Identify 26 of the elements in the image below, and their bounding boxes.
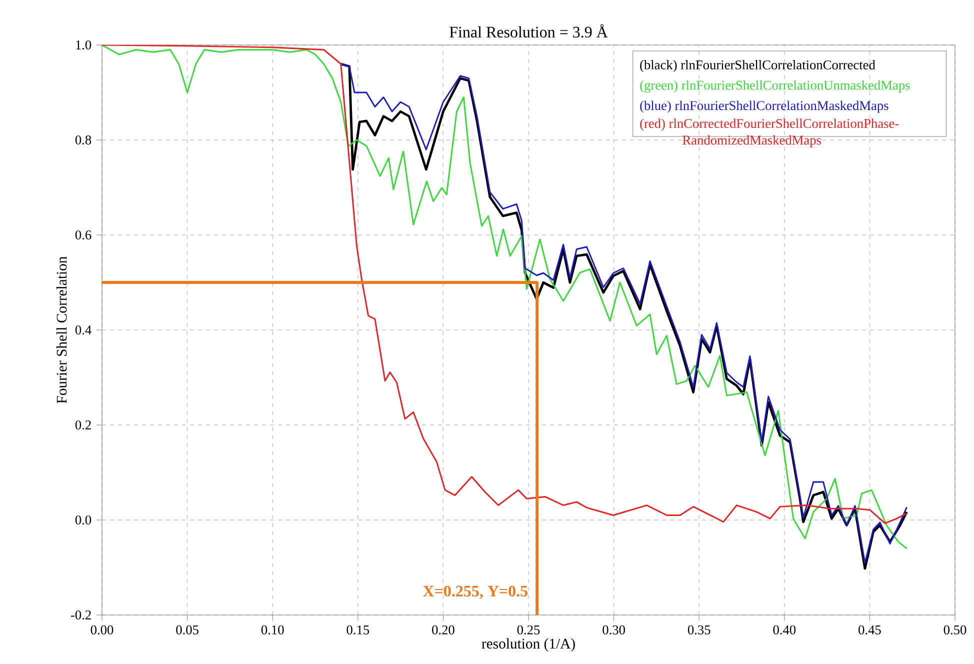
x-tick-label: 0.20: [432, 625, 454, 634]
y-axis-title: Fourier Shell Correlation: [56, 256, 67, 404]
x-tick-label: 0.15: [346, 625, 370, 634]
text: (blue) rlnFourierShellCorrelationMaskedMaps: [640, 100, 888, 113]
annotation: X=0.255, Y=0.5: [423, 586, 528, 599]
x-tick-label: 0.00: [90, 625, 114, 634]
x-tick-label: 0.40: [773, 625, 796, 634]
x-tick-label: 0.35: [688, 625, 710, 634]
x-tick-label: 0.10: [261, 625, 284, 634]
y-tick-label: 0.4: [75, 325, 92, 335]
text: (green) rlnFourierShellCorrelationUnmaskedMaps: [640, 80, 910, 93]
y-tick-label: -0.2: [70, 610, 91, 620]
y-tick-label: 0.2: [75, 420, 91, 430]
x-tick-label: 0.05: [176, 625, 198, 634]
x-tick-label: 0.30: [602, 625, 625, 634]
x-tick-label: 0.25: [517, 625, 540, 634]
y-tick-label: 1.0: [76, 40, 92, 50]
y-tick-label: 0.8: [75, 135, 92, 145]
y-tick-label: 0.0: [75, 515, 92, 525]
x-axis-title: resolution (1/A): [482, 638, 575, 652]
text: (red) rlnCorrectedFourierShellCorrelationPhase-RandomizedMaskedMaps: [640, 118, 899, 148]
text: (black) rlnFourierShellCorrelationCorrected: [640, 60, 876, 72]
x-tick-label: 0.50: [944, 625, 966, 634]
x-tick-label: 0.45: [858, 625, 881, 634]
y-tick-label: 0.6: [75, 230, 92, 240]
chart-title: Final Resolution = 3.9 Å: [450, 24, 608, 38]
